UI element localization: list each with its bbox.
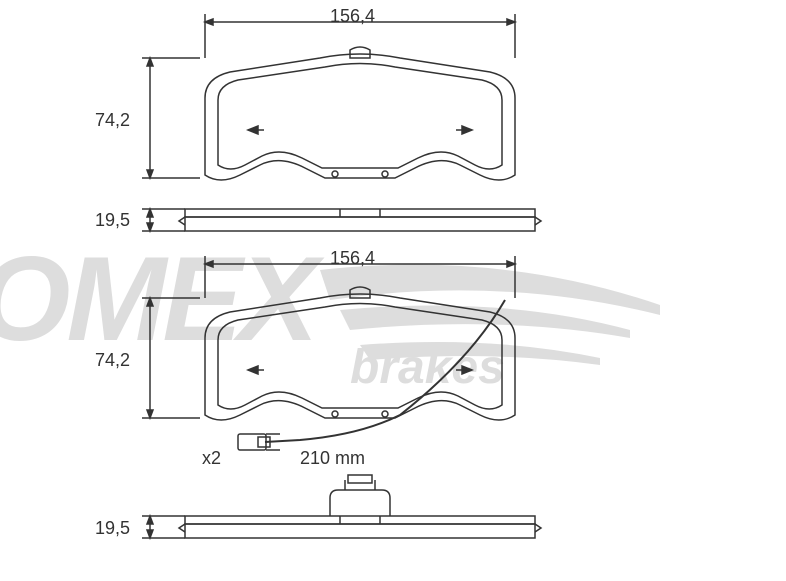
technical-drawing: TOMEX brakes 156,4 74,2 19,5 156,4 74,2 … — [0, 0, 786, 581]
drawing-svg — [0, 0, 786, 581]
